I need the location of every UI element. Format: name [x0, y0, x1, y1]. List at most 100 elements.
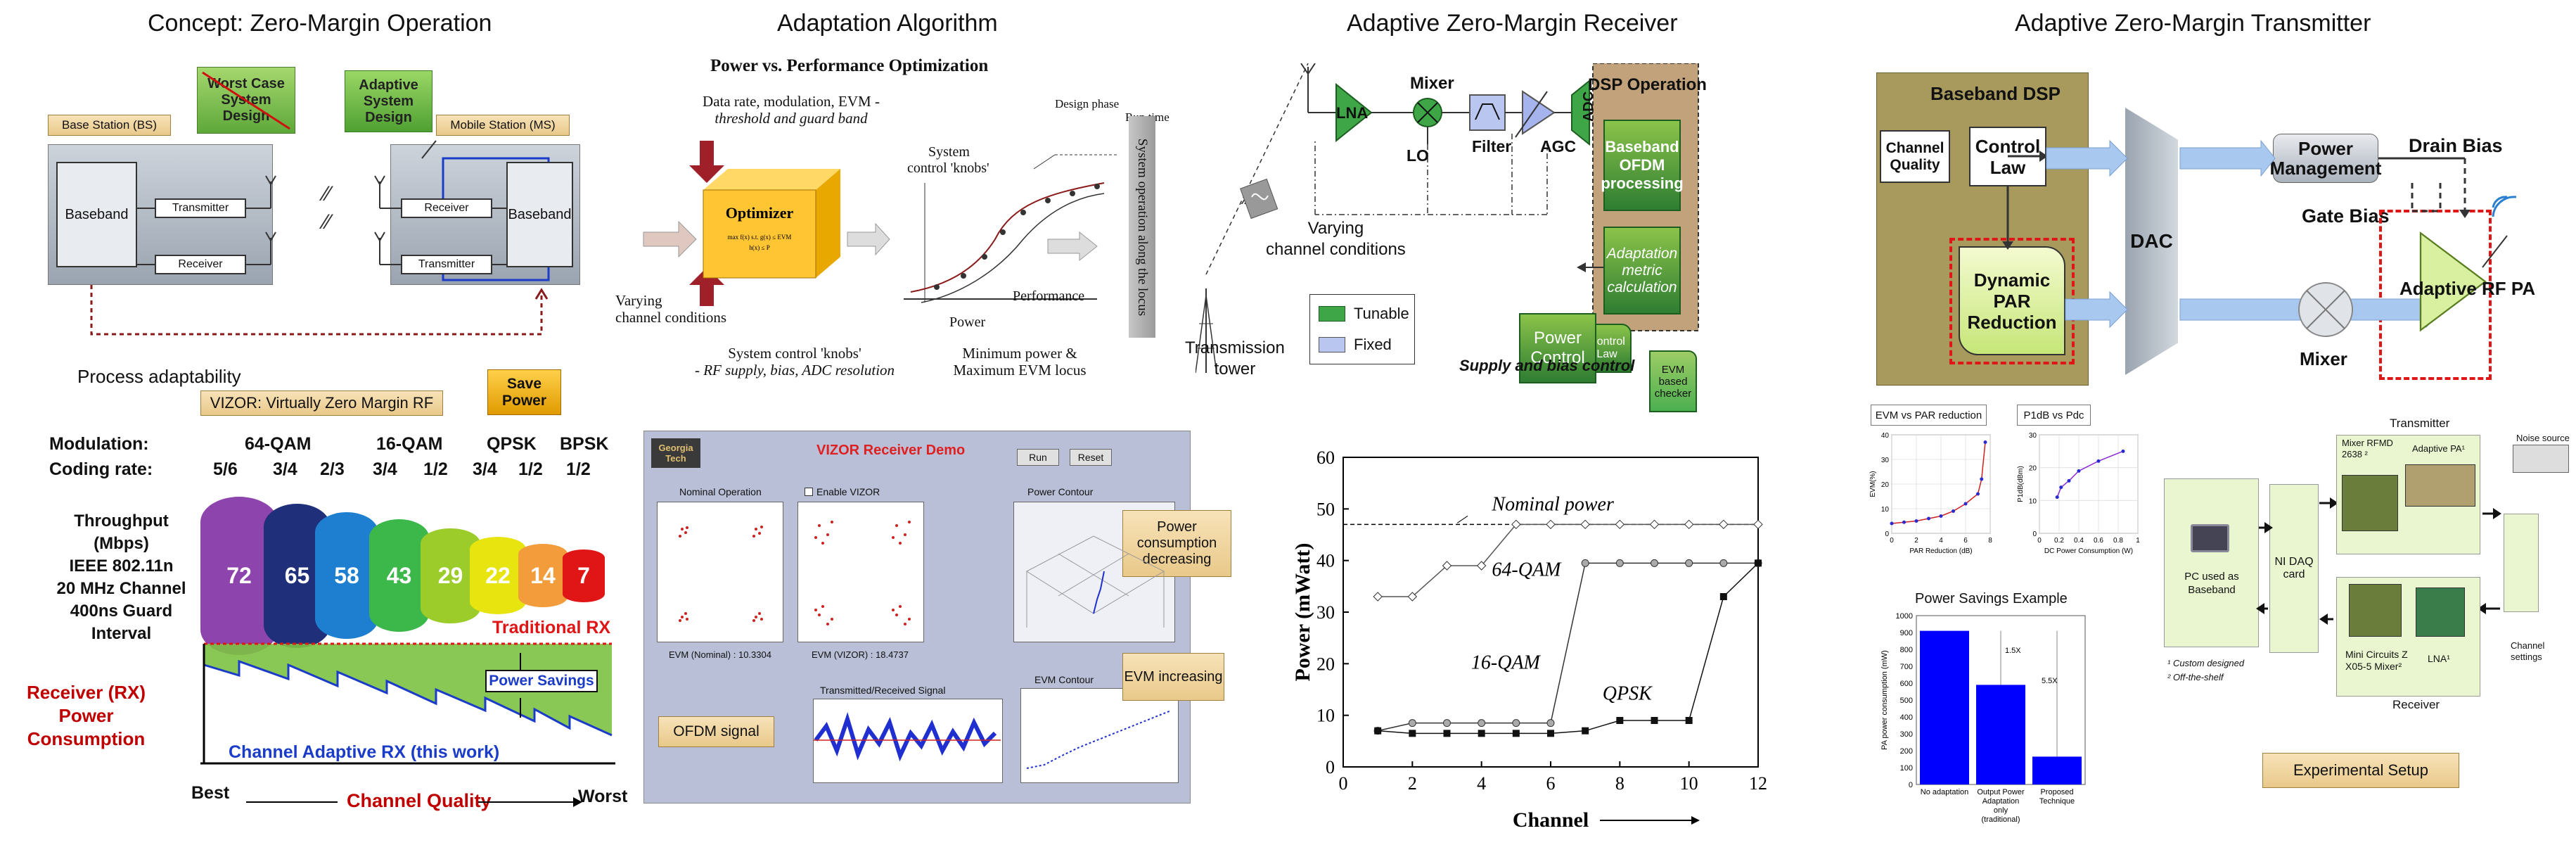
tx-pcb-2 [2405, 464, 2475, 507]
mod-qpsk: QPSK [487, 434, 537, 454]
throughput-segment: 43 [369, 519, 429, 632]
p1db-box: P1dB vs Pdc [2017, 405, 2091, 426]
bs-transmitter-label: Transmitter [172, 202, 229, 214]
evm-par-title: EVM vs PAR reduction [1875, 409, 1982, 421]
save-power-label: Save Power [501, 375, 547, 409]
series-point [1616, 717, 1624, 724]
evm-par-chart: 0 2 4 6 8 0 10 20 30 40 PAR Reduction (dB) EVM(%) [1869, 432, 1992, 555]
rate-8: 1/2 [566, 459, 591, 479]
run-button[interactable]: Run [1017, 449, 1059, 466]
dsp-op-label: DSP Operation [1588, 75, 1707, 94]
category-label: Technique [2039, 797, 2075, 806]
knobs-top: System control 'knobs' [907, 144, 1009, 177]
knobs-bottom: System control 'knobs' - RF supply, bias… [679, 345, 911, 379]
min-power: Minimum power & Maximum EVM locus [928, 345, 1111, 379]
throughput-line-4: 400ns Guard Interval [70, 602, 173, 643]
tx-mixer-label: Mixer [2300, 348, 2347, 369]
filter-label: Filter [1472, 137, 1512, 155]
noise-source-label: Noise source [2516, 433, 2570, 443]
y-tick-label: 200 [1900, 747, 1913, 756]
tx-dac-label: DAC [2130, 230, 2173, 252]
series-point [1582, 727, 1589, 735]
vizor-demo-plots [679, 521, 1172, 769]
evm-contour-plot [1020, 688, 1179, 783]
series-point [1408, 719, 1416, 728]
ms-receiver-label: Receiver [424, 202, 469, 214]
y-tick-label: 10 [2029, 497, 2037, 505]
y-tick-label: 100 [1900, 764, 1913, 773]
baseband-dsp-label: Baseband DSP [1930, 83, 2061, 104]
series-point [1442, 561, 1452, 571]
series-point [1374, 727, 1382, 735]
lna-setup-label: LNA¹ [2428, 653, 2450, 664]
y-axis-label: P1dB(dBm) [2017, 466, 2025, 502]
adaptive-pa-label: Adaptive RF PA [2399, 278, 2536, 299]
series-point [2067, 478, 2071, 483]
y-tick-label: 10 [1316, 706, 1335, 726]
reset-button[interactable]: Reset [1070, 449, 1112, 466]
legend-fixed-swatch [1319, 337, 1345, 352]
rate-2: 3/4 [273, 459, 297, 479]
series-point [1651, 717, 1658, 724]
rx-varying: Varying channel conditions [1266, 218, 1406, 260]
series-line [1378, 523, 1758, 597]
series-point [1615, 559, 1624, 567]
y-tick-label: 300 [1900, 730, 1913, 739]
rx-legend: Tunable Fixed [1309, 294, 1415, 364]
bs-receiver: Receiver [155, 255, 246, 274]
series-point [1478, 719, 1486, 728]
x-tick-label: 0 [1890, 537, 1894, 545]
ms-receiver: Receiver [401, 198, 492, 218]
series-label: 64-QAM [1492, 559, 1562, 581]
optimizer-input-1: Data rate, modulation, EVM - [703, 93, 880, 110]
evm-increasing-callout: EVM increasing [1122, 653, 1224, 701]
adapt-varying: Varying channel conditions [615, 292, 735, 326]
rate-5: 1/2 [423, 459, 448, 479]
y-tick-label: 30 [1881, 457, 1890, 464]
rx-power-line-1: Receiver (RX) [26, 682, 146, 703]
series-point [1512, 719, 1520, 728]
power-savings-box: Power Savings [485, 670, 598, 692]
enable-vizor-label: Enable VIZOR [816, 486, 880, 497]
series-point [1753, 519, 1763, 530]
svg-text:h(x) ≤ P: h(x) ≤ P [749, 244, 769, 251]
optimizer-graphic: Optimizer max f(x) s.t. g(x) ≤ EVM h(x) … [643, 141, 1118, 306]
x-tick-label: 2 [1914, 537, 1918, 545]
annotation-label: 5.5X [2042, 677, 2058, 685]
rate-7: 1/2 [518, 459, 543, 479]
power-vs-channel-chart: 0 2 4 6 8 10 12 0 10 20 30 40 50 60 Channel Power (mWat… [1294, 447, 1767, 832]
evm-par-box: EVM vs PAR reduction [1871, 405, 1987, 426]
trx-signal-label: Transmitted/Received Signal [820, 685, 946, 696]
ofdm-signal-label: OFDM signal [673, 723, 760, 739]
y-tick-label: 0 [1909, 781, 1913, 789]
agc-label: AGC [1540, 137, 1577, 155]
series-point [1719, 593, 1727, 600]
throughput-line-1: Throughput (Mbps) [74, 512, 169, 553]
svg-text:max f(x) s.t. g(x) ≤ EVM: max f(x) s.t. g(x) ≤ EVM [728, 234, 792, 241]
series-point [1478, 730, 1485, 737]
series-point [1952, 509, 1955, 513]
tx-diagram-shapes [2002, 139, 2517, 337]
tx-control-law-label: Control Law [1975, 135, 2041, 178]
ni-daq-box: NI DAQ card [2269, 484, 2319, 653]
experimental-setup-label: Experimental Setup [2293, 761, 2428, 779]
bar [2032, 756, 2082, 784]
y-tick-label: 50 [1316, 499, 1335, 519]
vizor-tag: VIZOR: Virtually Zero Margin RF [200, 390, 443, 416]
y-tick-label: 0 [1885, 530, 1889, 538]
series-point [1927, 516, 1930, 521]
series-point [2077, 469, 2081, 473]
throughput-segment: 7 [563, 549, 605, 602]
rate-3: 2/3 [320, 459, 345, 479]
x-tick-label: 1 [2136, 537, 2140, 545]
pc-box [2164, 478, 2259, 647]
category-label: Adaptation [1982, 797, 2020, 806]
off-shelf-note: ² Off-the-shelf [2167, 672, 2224, 682]
enable-vizor-checkbox[interactable] [805, 488, 813, 496]
tx-pcb-1 [2342, 475, 2398, 531]
georgia-tech-label: Georgia Tech [658, 443, 693, 464]
receiver-title: Adaptive Zero-Margin Receiver [1347, 10, 1678, 37]
power-control-label: Power Control [1530, 329, 1585, 367]
power-label: Power [949, 315, 986, 330]
